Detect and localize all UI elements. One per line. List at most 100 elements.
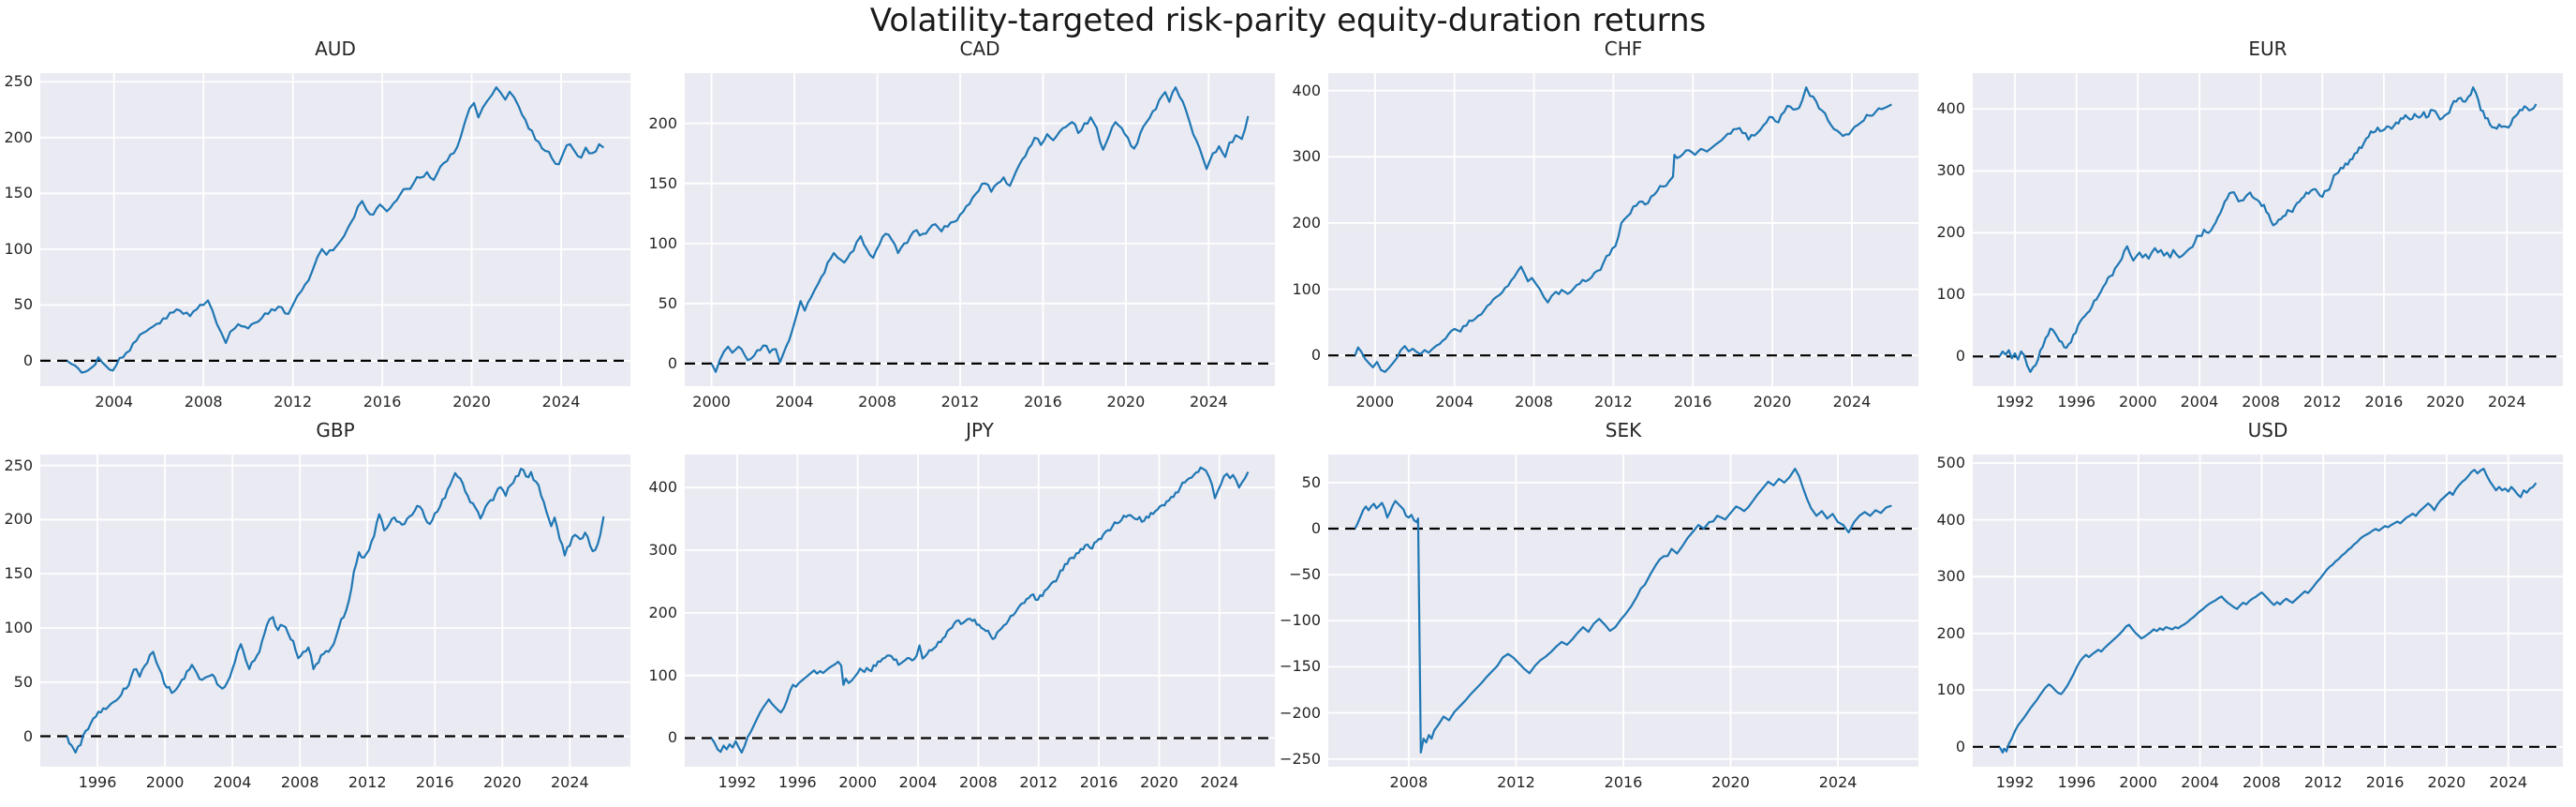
x-tick-label: 2024: [1189, 393, 1228, 411]
plot-background: [685, 73, 1275, 386]
x-tick-label: 2016: [1673, 393, 1712, 411]
y-tick-label: 200: [1936, 223, 1965, 242]
y-tick-label: −200: [1280, 703, 1321, 722]
x-tick-label: 2016: [415, 773, 454, 791]
plot-background: [1973, 73, 2563, 386]
y-tick-label: −150: [1280, 657, 1321, 676]
y-tick-label: 400: [1292, 81, 1321, 99]
x-tick-label: 2012: [940, 393, 980, 411]
y-tick-label: 200: [648, 113, 677, 132]
y-tick-label: 300: [1936, 567, 1965, 586]
plot-background: [685, 455, 1275, 767]
x-tick-label: 2020: [482, 773, 522, 791]
y-tick-label: 150: [4, 564, 33, 583]
x-tick-label: 2004: [2181, 773, 2219, 791]
y-tick-label: −100: [1280, 611, 1321, 630]
y-tick-label: 0: [1310, 519, 1321, 538]
y-tick-label: 100: [648, 665, 677, 684]
x-tick-label: 2012: [2302, 393, 2342, 411]
x-tick-label: 2008: [280, 773, 319, 791]
x-tick-label: 2024: [1832, 393, 1872, 411]
y-tick-label: 0: [1955, 737, 1965, 755]
x-tick-label: 2000: [2119, 773, 2158, 791]
y-tick-label: 250: [4, 456, 33, 474]
plot-background: [40, 73, 630, 386]
y-tick-label: 150: [4, 184, 33, 202]
x-tick-label: 2004: [775, 393, 814, 411]
y-tick-label: 100: [1292, 279, 1321, 298]
plot-background: [1973, 455, 2563, 767]
y-tick-label: 500: [1936, 454, 1965, 472]
subplot-title: CHF: [1604, 37, 1643, 60]
y-tick-label: 300: [1292, 147, 1321, 166]
plot-area: [40, 455, 630, 767]
y-tick-label: 200: [1936, 623, 1965, 642]
x-tick-label: 2024: [1818, 773, 1858, 791]
subplot-title: EUR: [2248, 37, 2287, 60]
plot-area: [1328, 455, 1918, 767]
y-tick-label: 100: [1936, 680, 1965, 699]
y-tick-label: 200: [648, 603, 677, 621]
x-tick-label: 2016: [363, 393, 402, 411]
y-tick-label: 50: [1301, 472, 1321, 491]
plot-area: [685, 73, 1275, 386]
x-tick-label: 2020: [2426, 393, 2465, 411]
x-tick-label: 2024: [2487, 393, 2526, 411]
plot-background: [1328, 73, 1918, 386]
x-tick-label: 2008: [1515, 393, 1553, 411]
x-tick-label: 2004: [1435, 393, 1474, 411]
figure-title: Volatility-targeted risk-parity equity-d…: [869, 2, 1707, 39]
return-series-line: [1998, 86, 2538, 373]
x-tick-label: 2008: [2243, 773, 2281, 791]
y-tick-label: 0: [667, 728, 677, 747]
y-tick-label: 300: [1936, 161, 1965, 180]
y-tick-label: 200: [1292, 213, 1321, 232]
return-series-line: [710, 466, 1250, 754]
subplot-title: JPY: [966, 419, 994, 441]
x-tick-label: 1996: [2057, 773, 2096, 791]
x-tick-label: 2004: [2180, 393, 2219, 411]
x-tick-label: 2024: [2489, 773, 2528, 791]
return-series-line: [66, 468, 605, 754]
x-tick-label: 1992: [1995, 393, 2035, 411]
x-tick-label: 2016: [2364, 393, 2404, 411]
x-tick-label: 2012: [1594, 393, 1633, 411]
return-series-line: [1354, 86, 1892, 373]
return-series-line: [1354, 468, 1892, 754]
x-tick-label: 2000: [692, 393, 731, 411]
y-tick-label: 100: [4, 239, 33, 258]
x-tick-label: 2016: [1024, 393, 1062, 411]
x-tick-label: 2008: [959, 773, 998, 791]
y-tick-label: 200: [4, 127, 33, 146]
x-tick-label: 2024: [1200, 773, 1239, 791]
x-tick-label: 2024: [541, 393, 581, 411]
subplot-title: CAD: [959, 37, 1000, 60]
y-tick-label: 0: [1955, 347, 1965, 366]
y-tick-label: 50: [13, 672, 33, 691]
y-tick-label: 50: [658, 293, 677, 312]
x-tick-label: 1992: [1995, 773, 2035, 791]
x-tick-label: 1992: [718, 773, 757, 791]
y-tick-label: 200: [4, 510, 33, 529]
y-tick-label: 0: [1310, 346, 1321, 365]
y-tick-label: 400: [1936, 510, 1965, 529]
x-tick-label: 2016: [1079, 773, 1118, 791]
y-tick-label: −250: [1280, 749, 1321, 768]
x-tick-label: 2004: [213, 773, 252, 791]
x-tick-label: 1996: [2057, 393, 2096, 411]
plot-background: [40, 455, 630, 767]
y-tick-label: 100: [648, 233, 677, 252]
y-tick-label: 250: [4, 72, 33, 91]
x-tick-label: 2012: [1019, 773, 1059, 791]
y-tick-label: 400: [648, 478, 677, 497]
x-tick-label: 2000: [1355, 393, 1395, 411]
x-tick-label: 2000: [145, 773, 185, 791]
x-tick-label: 2020: [1753, 393, 1792, 411]
subplot-title: SEK: [1605, 419, 1642, 441]
y-tick-label: 150: [648, 173, 677, 192]
plot-area: [1973, 455, 2563, 767]
return-series-line: [1998, 468, 2538, 754]
x-tick-label: 2012: [1497, 773, 1535, 791]
x-tick-label: 2008: [1389, 773, 1429, 791]
